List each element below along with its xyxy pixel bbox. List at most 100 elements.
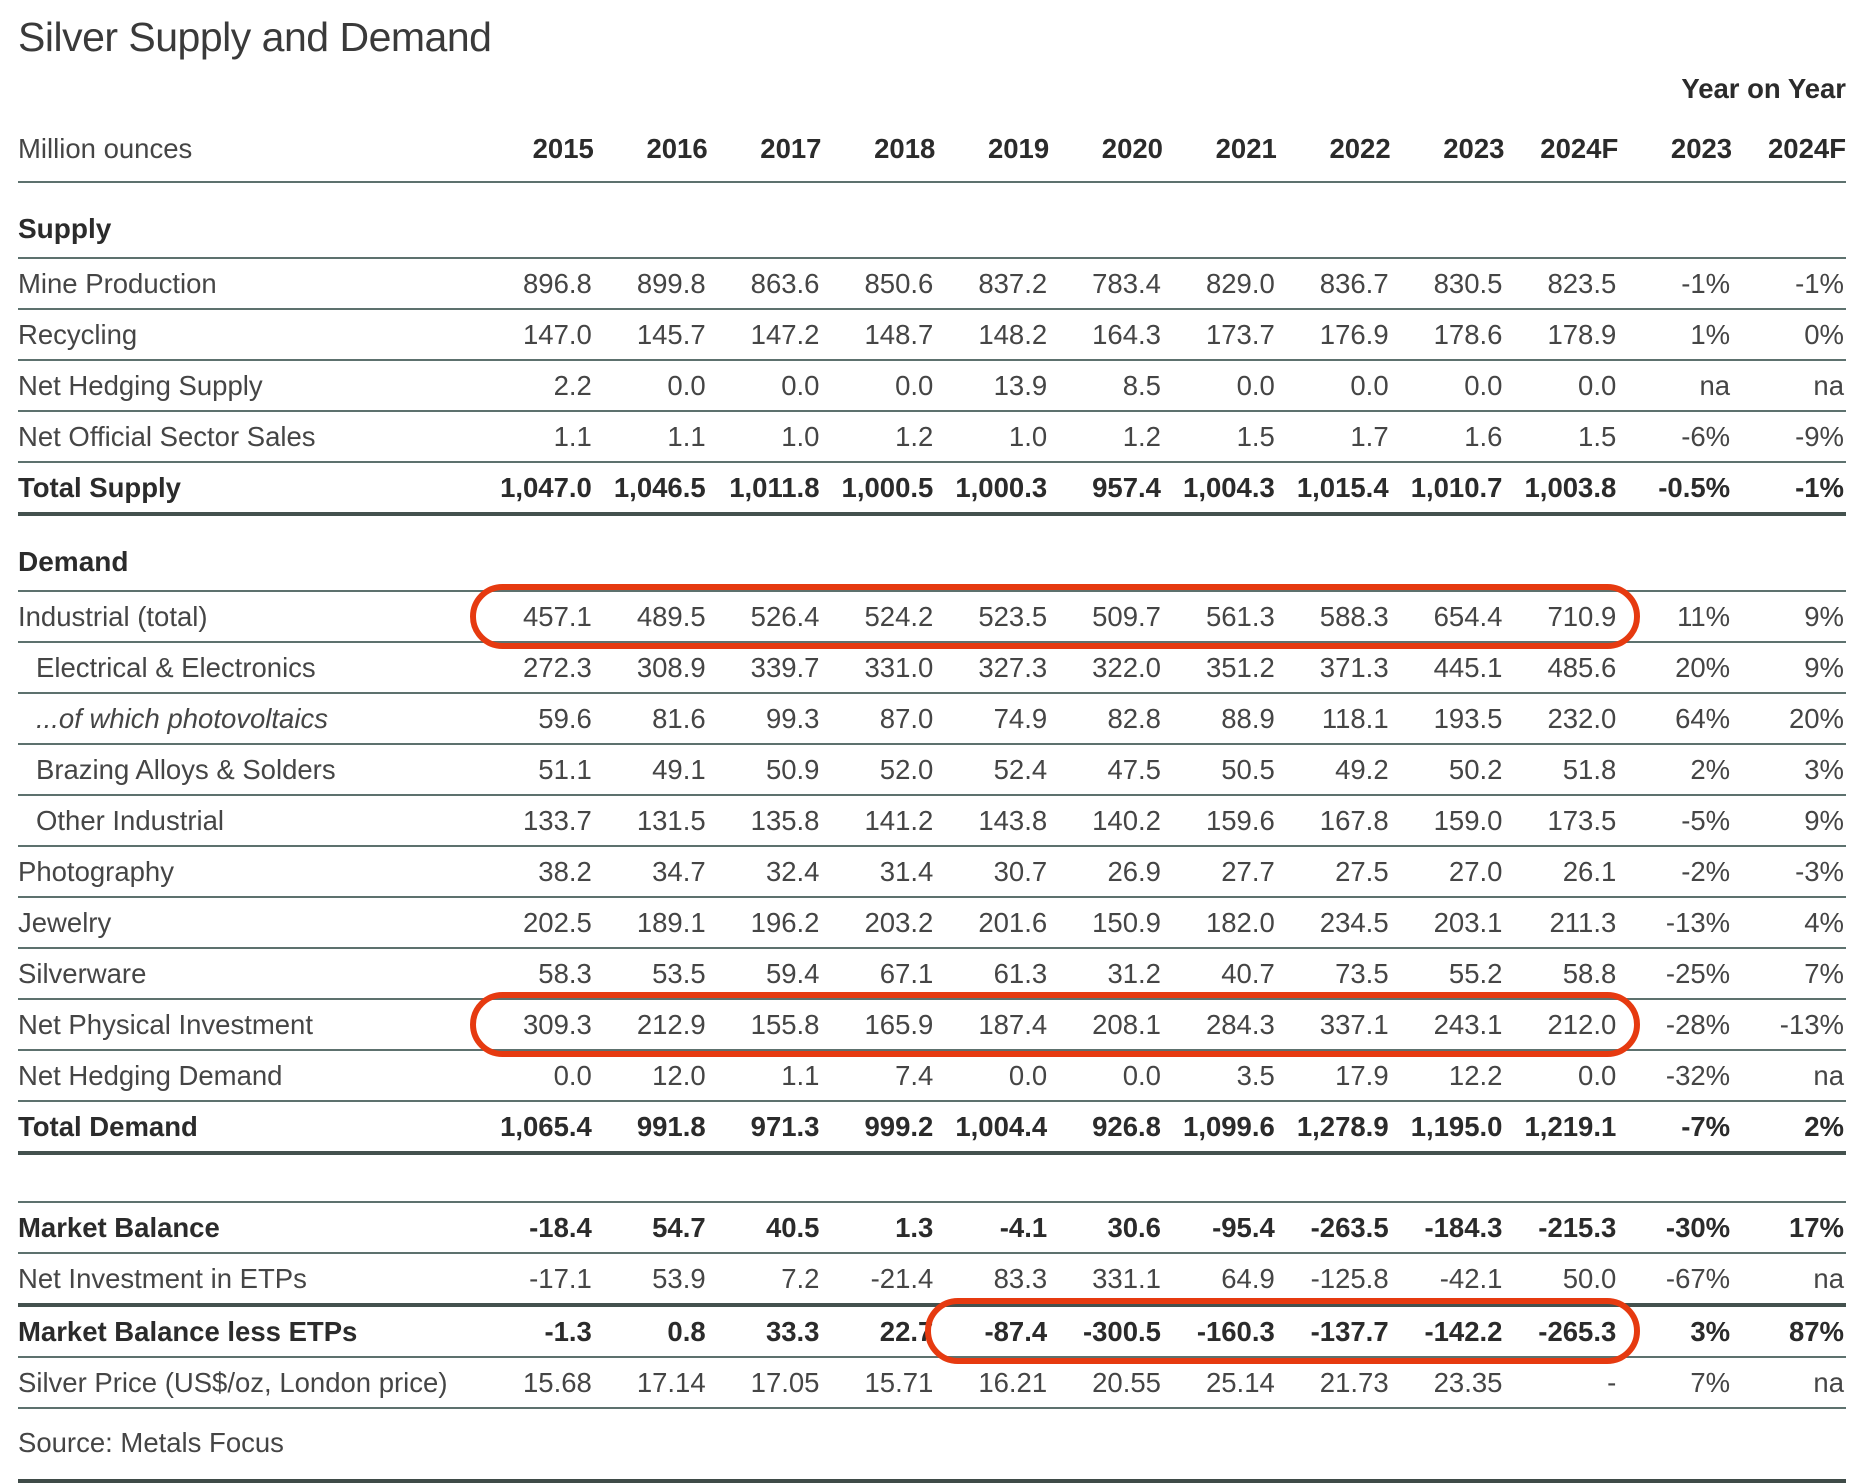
value-cell: 1,099.6 [1162,1101,1277,1155]
value-cell: 783.4 [1049,258,1163,310]
value-cell: 31.2 [1049,948,1163,1000]
value-cell: -87.4 [935,1305,1050,1358]
value-cell: 9% [1732,642,1846,694]
value-cell: 26.1 [1504,846,1619,898]
value-cell: -215.3 [1504,1202,1619,1254]
value-cell: 12.0 [593,1050,708,1102]
row-label: Net Official Sector Sales [18,411,480,463]
value-cell: 8.5 [1049,360,1163,412]
value-cell: 999.2 [821,1101,936,1155]
value-cell: 20% [1732,693,1846,745]
value-cell: 64.9 [1162,1253,1277,1307]
section-header-row: Supply [18,182,1846,259]
value-cell: -21.4 [821,1253,936,1307]
value-cell: 1.0 [707,411,822,463]
row-label: Other Industrial [18,795,480,847]
value-cell: 58.8 [1504,948,1619,1000]
value-cell: 53.5 [593,948,708,1000]
value-cell: 1.5 [1162,411,1277,463]
table-row: ...of which photovoltaics 59.6 81.6 99.3 87.… [18,693,1846,745]
value-cell: 203.1 [1390,897,1505,949]
value-cell: -4.1 [935,1202,1050,1254]
value-cell: 823.5 [1504,258,1619,310]
value-cell: 0.0 [821,360,936,412]
value-cell: 485.6 [1504,642,1619,694]
row-label: Photography [18,846,480,898]
value-cell: 1,011.8 [707,462,822,516]
value-cell: 0.0 [1049,1050,1163,1102]
year-column-header: 2017 [707,109,822,183]
value-cell: 1.1 [707,1050,822,1102]
value-cell: 830.5 [1390,258,1505,310]
value-cell: 143.8 [935,795,1050,847]
value-cell: 1,046.5 [593,462,708,516]
value-cell: 67.1 [821,948,936,1000]
value-cell: 27.7 [1162,846,1277,898]
value-cell: -2% [1618,846,1733,898]
value-cell: 1,065.4 [480,1101,594,1155]
value-cell: 339.7 [707,642,822,694]
value-cell: 74.9 [935,693,1050,745]
value-cell: 9% [1732,591,1846,643]
value-cell: 17.9 [1276,1050,1391,1102]
year-column-header: 2019 [935,109,1050,183]
value-cell: -142.2 [1390,1305,1505,1358]
value-cell: 50.2 [1390,744,1505,796]
value-cell: 165.9 [821,999,936,1051]
value-cell: -137.7 [1276,1305,1391,1358]
value-cell: 7% [1618,1357,1733,1409]
value-cell: 173.7 [1162,309,1277,361]
value-cell: 40.7 [1162,948,1277,1000]
value-cell: 0.8 [593,1305,708,1358]
value-cell: 50.9 [707,744,822,796]
value-cell: 0.0 [935,1050,1050,1102]
column-header-row: Million ounces 2015 2016 2017 2018 2019 2020 20… [18,109,1846,183]
value-cell: 203.2 [821,897,936,949]
row-label: Recycling [18,309,480,361]
value-cell: -6% [1618,411,1733,463]
value-cell: 15.71 [821,1357,936,1409]
year-column-header: 2015 [480,109,594,183]
value-cell: 131.5 [593,795,708,847]
value-cell: 189.1 [593,897,708,949]
row-label: Market Balance less ETPs [18,1305,480,1358]
value-cell: 1.1 [593,411,708,463]
value-cell: 30.7 [935,846,1050,898]
value-cell: 0.0 [1162,360,1277,412]
value-cell: -28% [1618,999,1733,1051]
value-cell: 17.14 [593,1357,708,1409]
value-cell: 202.5 [480,897,594,949]
table-row: Net Investment in ETPs -17.1 53.9 7.2 -21.4 8… [18,1253,1846,1307]
value-cell: 331.1 [1049,1253,1163,1307]
value-cell: 489.5 [593,591,708,643]
value-cell: 159.6 [1162,795,1277,847]
value-cell: 850.6 [821,258,936,310]
value-cell: -125.8 [1276,1253,1391,1307]
value-cell: 523.5 [935,591,1050,643]
value-cell: -184.3 [1390,1202,1505,1254]
value-cell: 284.3 [1162,999,1277,1051]
value-cell: -32% [1618,1050,1733,1102]
value-cell: 53.9 [593,1253,708,1307]
value-cell: 83.3 [935,1253,1050,1307]
value-cell: - [1504,1357,1619,1409]
yoy-header-label: Year on Year [1681,73,1846,104]
table-row: Net Physical Investment 309.3 212.9 155.8 16… [18,999,1846,1051]
table-row: Photography 38.2 34.7 32.4 31.4 30.7 26.9 27.7 2… [18,846,1846,898]
value-cell: 54.7 [593,1202,708,1254]
value-cell: 21.73 [1276,1357,1391,1409]
value-cell: 87.0 [821,693,936,745]
value-cell: 187.4 [935,999,1050,1051]
table-row: Total Demand 1,065.4 991.8 971.3 999.2 1,004.… [18,1101,1846,1155]
value-cell: 211.3 [1504,897,1619,949]
page-title: Silver Supply and Demand [18,14,492,60]
value-cell: -3% [1732,846,1846,898]
value-cell: 0.0 [480,1050,594,1102]
value-cell: 445.1 [1390,642,1505,694]
value-cell: 64% [1618,693,1733,745]
value-cell: 1% [1618,309,1733,361]
value-cell: 3% [1732,744,1846,796]
value-cell: 59.4 [707,948,822,1000]
value-cell: 55.2 [1390,948,1505,1000]
value-cell: 22.7 [821,1305,936,1358]
